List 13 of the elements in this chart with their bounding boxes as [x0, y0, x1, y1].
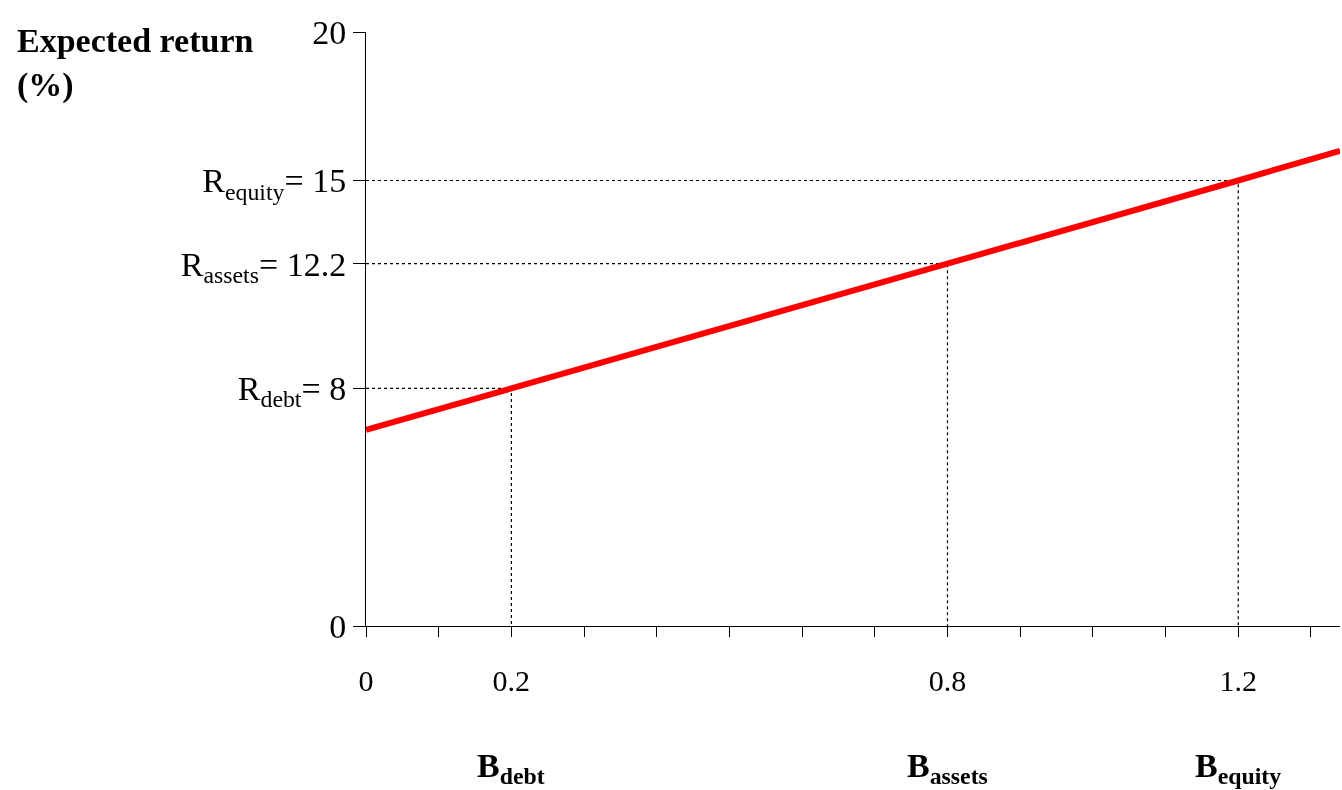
y-tick-label: 20 — [312, 13, 347, 51]
y-tick-label: 0 — [329, 607, 347, 645]
x-tick-label: 0.2 — [492, 664, 531, 697]
y-tick-label: R$_{assets}$= 12.2 — [180, 245, 347, 288]
x-tick-label: 1.2 — [1219, 664, 1257, 697]
y-axis-title: Expected return (%) — [17, 22, 254, 105]
text: B$_{assets}$ — [907, 747, 988, 790]
text: B$_{equity}$ — [1195, 747, 1282, 790]
y-tick-label: R$_{equity}$= 15 — [202, 162, 347, 205]
x-tick-label: 0 — [358, 664, 374, 697]
x-tick-label: 0.8 — [928, 664, 967, 697]
text: B$_{debt}$ — [477, 747, 545, 790]
y-tick-label: R$_{debt}$= 8 — [237, 370, 347, 413]
